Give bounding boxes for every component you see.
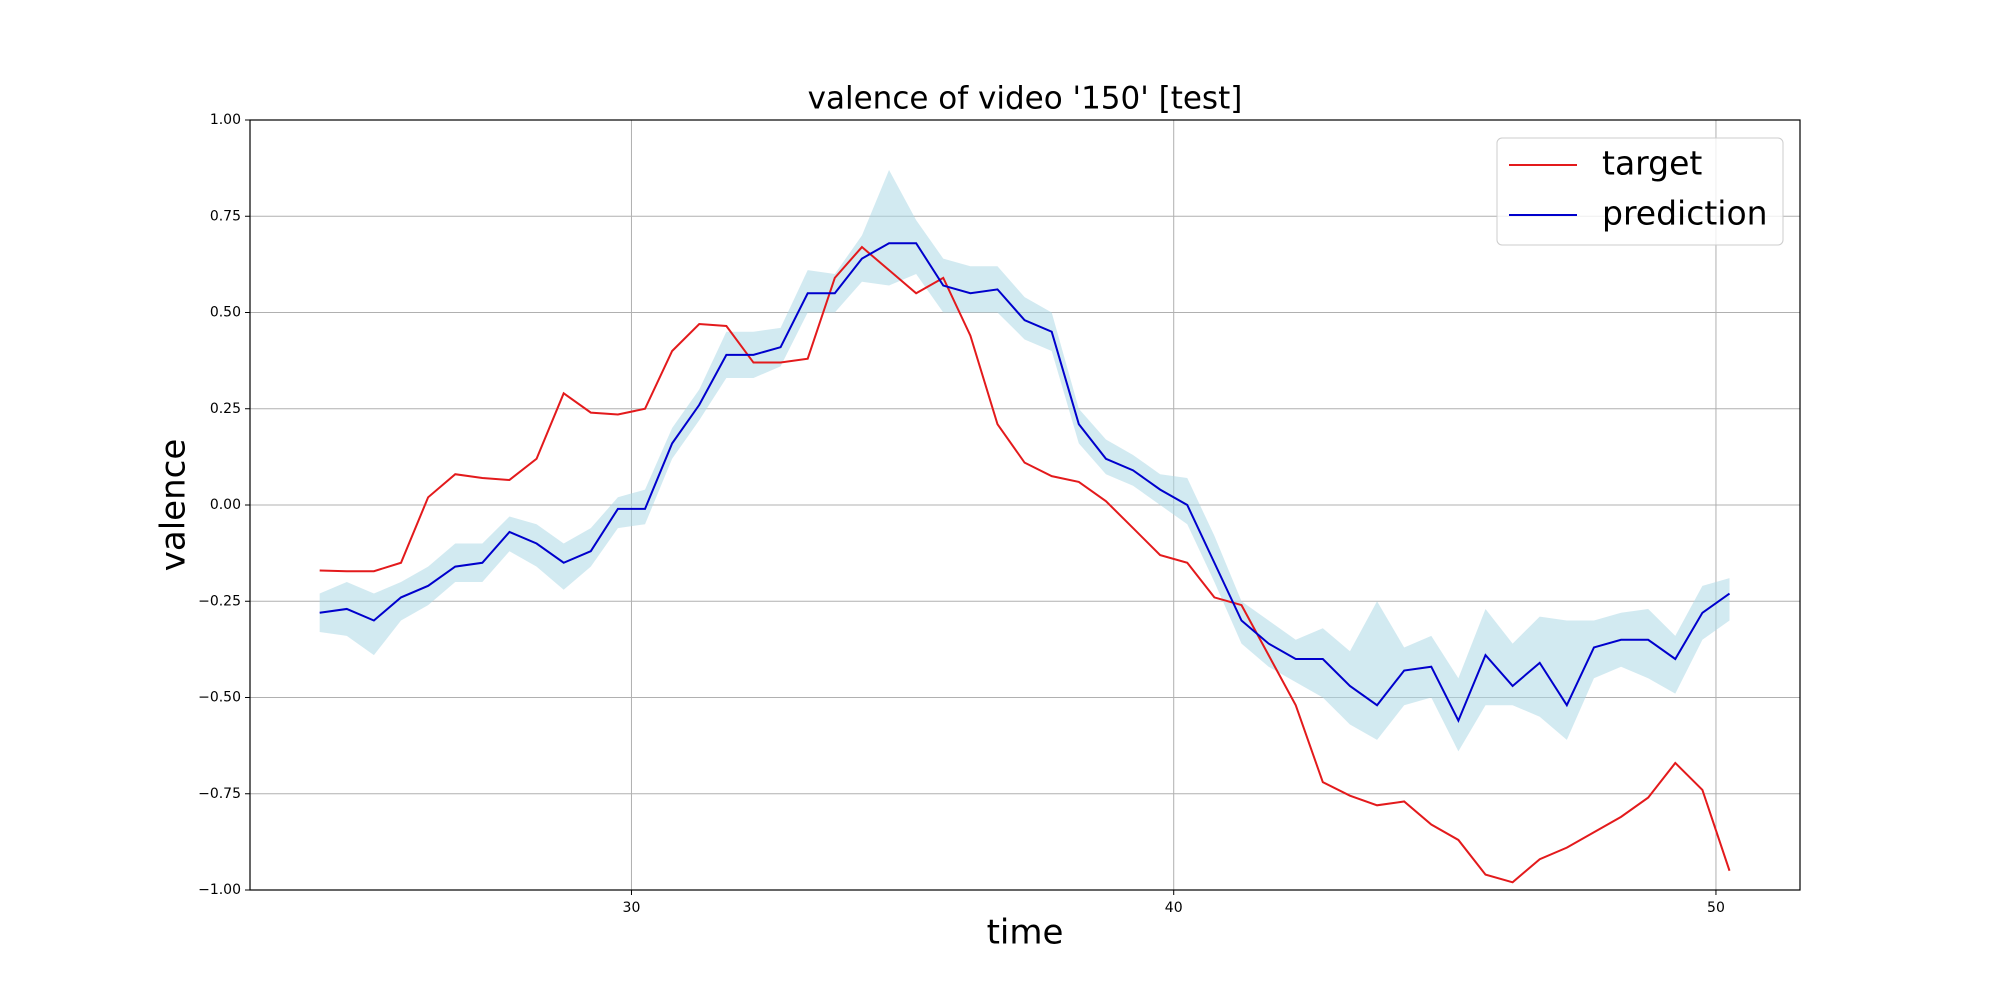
legend-label: prediction [1602, 194, 1768, 233]
y-tick-label: −0.25 [198, 593, 241, 609]
chart-title: valence of video '150' [test] [808, 81, 1243, 117]
legend-label: target [1602, 144, 1702, 183]
x-tick-label: 50 [1707, 900, 1725, 916]
plot-frame [249, 119, 1801, 891]
line [319, 245, 1731, 884]
y-tick-label: −0.50 [198, 690, 241, 706]
y-axis-label: valence [154, 439, 194, 571]
y-tick-label: 0.50 [210, 305, 241, 321]
legend: target prediction [1496, 137, 1784, 246]
y-tick-label: 0.25 [210, 401, 241, 417]
x-axis-label: time [987, 913, 1064, 953]
y-tick-label: 1.00 [210, 112, 241, 128]
x-tick-label: 40 [1165, 900, 1183, 916]
confidence-band [319, 170, 1730, 752]
y-tick-label: −1.00 [198, 882, 241, 898]
x-tick-label: 30 [623, 900, 641, 916]
line [319, 242, 1731, 724]
y-tick-label: −0.75 [198, 786, 241, 802]
y-tick-label: 0.75 [210, 208, 241, 224]
y-tick-label: 0.00 [210, 497, 241, 513]
